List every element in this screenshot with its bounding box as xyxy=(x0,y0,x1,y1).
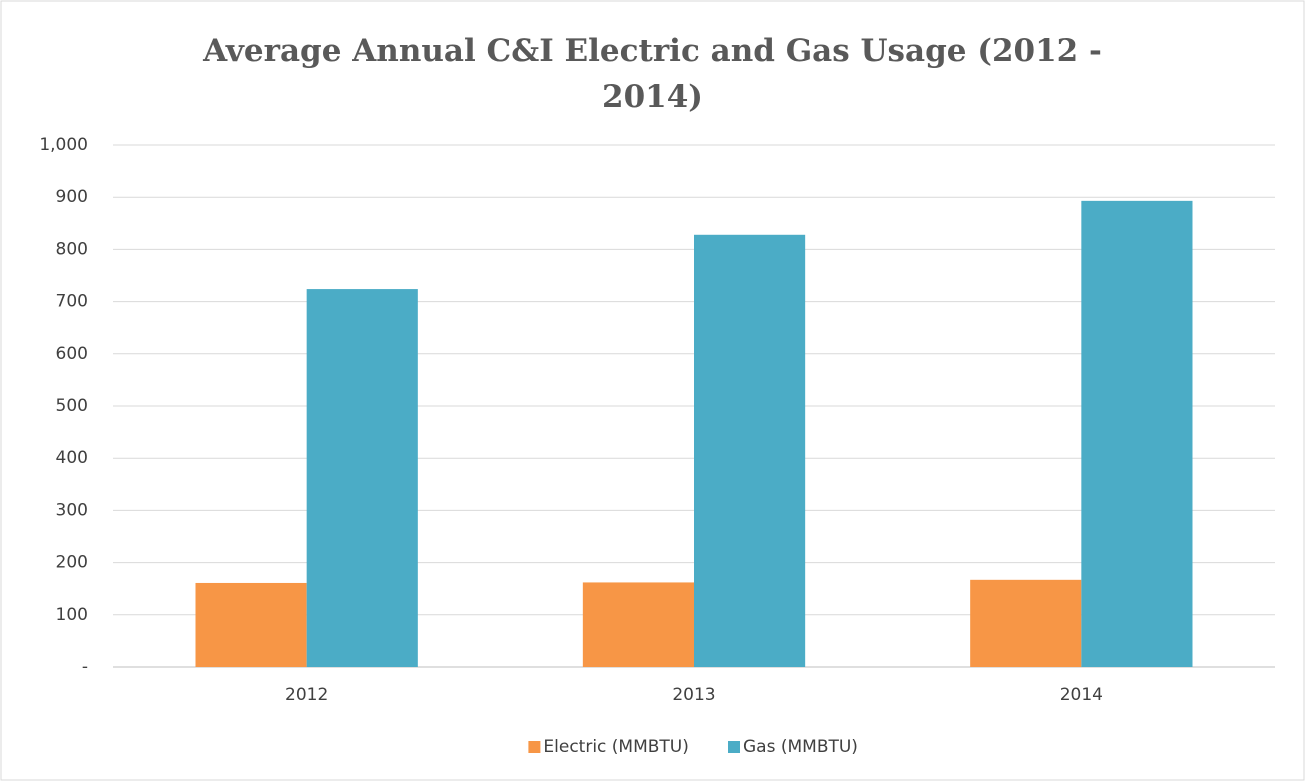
bar xyxy=(195,582,307,667)
y-tick-label: 800 xyxy=(56,239,88,259)
y-tick-label: 300 xyxy=(56,500,88,520)
y-tick-label: 100 xyxy=(56,605,88,625)
legend-label: Electric (MMBTU) xyxy=(543,737,689,757)
y-tick-label: 400 xyxy=(56,448,88,468)
y-tick-label: 700 xyxy=(56,292,88,312)
bar xyxy=(694,234,806,667)
legend-swatch xyxy=(528,741,541,753)
x-tick-label: 2014 xyxy=(1060,685,1103,705)
y-tick-label: 500 xyxy=(56,396,88,416)
bar xyxy=(582,582,694,667)
y-tick-label: 200 xyxy=(56,553,88,573)
bar xyxy=(306,289,418,667)
legend-label: Gas (MMBTU) xyxy=(743,737,858,757)
bar xyxy=(1081,200,1193,667)
x-tick-label: 2012 xyxy=(285,685,328,705)
y-tick-label: 1,000 xyxy=(39,135,88,155)
y-tick-label: 900 xyxy=(56,187,88,207)
y-tick-label: 600 xyxy=(56,344,88,364)
x-tick-label: 2013 xyxy=(672,685,715,705)
bar xyxy=(970,579,1082,667)
chart-title: Average Annual C&I Electric and Gas Usag… xyxy=(203,33,1102,115)
legend-swatch xyxy=(728,741,740,753)
y-tick-label: - xyxy=(82,657,88,677)
